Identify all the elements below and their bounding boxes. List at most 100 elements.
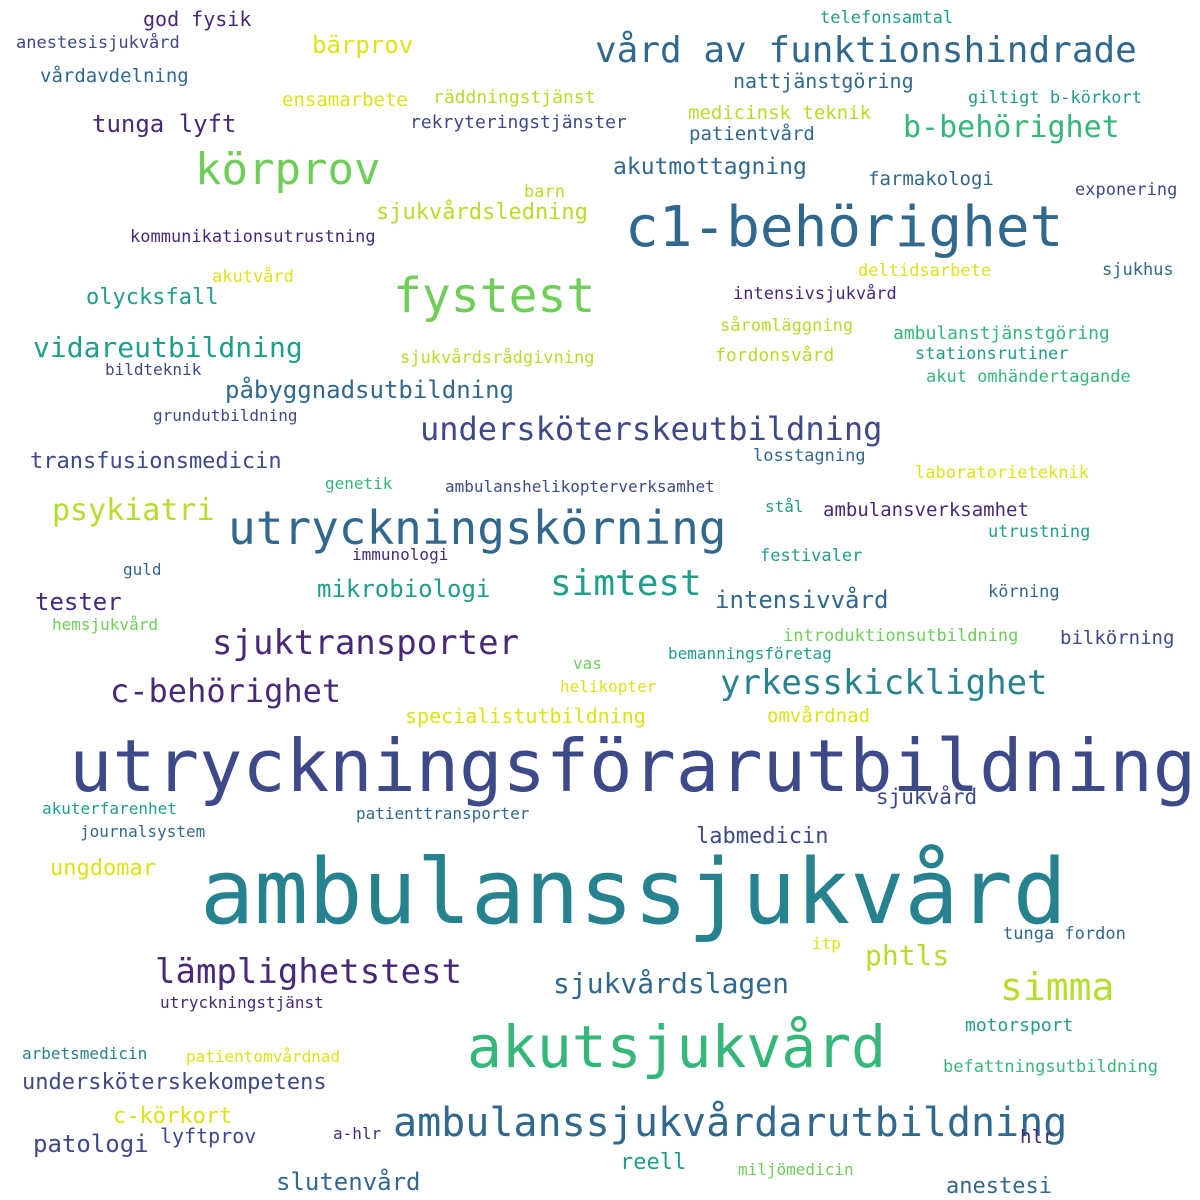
- cloud-word: ambulanssjukvårdarutbildning: [393, 1100, 1068, 1146]
- cloud-word: bildteknik: [105, 360, 202, 379]
- cloud-word: labmedicin: [696, 824, 829, 849]
- cloud-word: barn: [524, 182, 565, 202]
- cloud-word: påbyggnadsutbildning: [225, 376, 514, 404]
- cloud-word: god fysik: [143, 7, 252, 31]
- cloud-word: bilkörning: [1060, 627, 1175, 649]
- cloud-word: lämplighetstest: [155, 952, 463, 992]
- cloud-word: sjukvårdsrådgivning: [400, 348, 595, 368]
- cloud-word: guld: [123, 560, 162, 579]
- cloud-word: akutmottagning: [613, 154, 807, 180]
- cloud-word: tester: [35, 588, 122, 616]
- cloud-word: undersköterskeutbildning: [420, 410, 883, 448]
- cloud-word: itp: [812, 934, 841, 953]
- cloud-word: hlr: [1020, 1126, 1055, 1148]
- cloud-word: befattningsutbildning: [943, 1057, 1158, 1077]
- cloud-word: stål: [765, 497, 804, 516]
- cloud-word: immunologi: [352, 545, 449, 564]
- cloud-word: körprov: [195, 144, 381, 195]
- cloud-word: ungdomar: [50, 856, 156, 881]
- cloud-word: kommunikationsutrustning: [130, 227, 376, 247]
- cloud-word: omvårdnad: [767, 705, 870, 727]
- cloud-word: bemanningsföretag: [668, 644, 832, 663]
- cloud-word: stationsrutiner: [915, 344, 1069, 364]
- cloud-word: telefonsamtal: [820, 8, 954, 28]
- cloud-word: tunga lyft: [92, 110, 237, 138]
- cloud-word: vård av funktionshindrade: [595, 30, 1137, 71]
- cloud-word: c-körkort: [113, 1104, 233, 1129]
- cloud-word: sjuktransporter: [212, 623, 520, 663]
- cloud-word: fordonsvård: [715, 345, 835, 366]
- cloud-word: grundutbildning: [153, 406, 298, 425]
- cloud-word: akuterfarenhet: [42, 799, 177, 818]
- cloud-word: patientvård: [689, 123, 815, 145]
- cloud-word: anestesi: [946, 1174, 1052, 1199]
- cloud-word: miljömedicin: [738, 1160, 854, 1179]
- cloud-word: exponering: [1075, 180, 1178, 200]
- cloud-word: vårdavdelning: [40, 65, 189, 87]
- cloud-word: ambulanshelikopterverksamhet: [445, 477, 715, 496]
- cloud-word: utryckningsförarutbildning: [69, 724, 1197, 808]
- cloud-word: c-behörighet: [110, 672, 342, 710]
- cloud-word: såromläggning: [720, 316, 854, 336]
- cloud-word: sjukhus: [1102, 260, 1174, 280]
- cloud-word: reell: [620, 1150, 687, 1175]
- cloud-word: ensamarbete: [282, 89, 408, 111]
- cloud-word: b-behörighet: [903, 110, 1120, 145]
- cloud-word: losstagning: [753, 446, 866, 466]
- cloud-word: utryckningskörning: [228, 501, 727, 555]
- cloud-word: farmakologi: [868, 168, 994, 190]
- cloud-word: sjukvård: [876, 785, 978, 809]
- cloud-word: tunga fordon: [1003, 924, 1126, 944]
- cloud-word: simtest: [550, 563, 702, 604]
- cloud-word: utrustning: [988, 522, 1091, 542]
- cloud-word: ambulanssjukvård: [200, 840, 1067, 945]
- cloud-word: motorsport: [965, 1015, 1074, 1036]
- cloud-word: transfusionsmedicin: [30, 449, 282, 474]
- cloud-word: yrkesskicklighet: [720, 663, 1048, 703]
- cloud-word: specialistutbildning: [405, 704, 646, 728]
- cloud-word: simma: [1000, 965, 1115, 1009]
- cloud-word: phtls: [865, 939, 950, 972]
- cloud-word: laboratorieteknik: [915, 463, 1089, 483]
- cloud-word: körning: [988, 582, 1060, 602]
- cloud-word: ambulansverksamhet: [823, 499, 1029, 521]
- cloud-word: intensivsjukvård: [733, 284, 897, 304]
- cloud-word: patientomvårdnad: [186, 1047, 341, 1066]
- cloud-word: akutvård: [212, 267, 294, 287]
- cloud-word: fystest: [393, 268, 596, 324]
- cloud-word: a-hlr: [333, 1124, 382, 1143]
- cloud-word: mikrobiologi: [317, 575, 491, 603]
- cloud-word: intensivvård: [715, 586, 889, 614]
- cloud-word: lyftprov: [160, 1124, 257, 1148]
- cloud-word: akutsjukvård: [467, 1013, 887, 1081]
- cloud-word: festivaler: [760, 546, 863, 566]
- cloud-word: nattjänstgöring: [733, 69, 914, 93]
- cloud-word: utryckningstjänst: [160, 993, 324, 1012]
- cloud-word: medicinsk teknik: [688, 102, 872, 124]
- cloud-word: undersköterskekompetens: [22, 1070, 327, 1095]
- cloud-word: c1-behörighet: [625, 195, 1064, 260]
- cloud-word: helikopter: [560, 677, 657, 696]
- cloud-word: vidareutbildning: [33, 331, 303, 364]
- cloud-word: giltigt b-körkort: [968, 88, 1142, 108]
- cloud-word: deltidsarbete: [858, 261, 992, 281]
- cloud-word: journalsystem: [80, 822, 206, 841]
- cloud-word: hemsjukvård: [52, 615, 158, 634]
- cloud-word: sjukvårdsledning: [376, 200, 588, 225]
- cloud-word: patologi: [33, 1130, 149, 1158]
- cloud-word: genetik: [325, 474, 393, 493]
- cloud-word: anestesisjukvård: [16, 33, 180, 53]
- cloud-word: patienttransporter: [356, 804, 530, 823]
- cloud-word: psykiatri: [52, 493, 215, 528]
- cloud-word: arbetsmedicin: [22, 1044, 148, 1063]
- cloud-word: vas: [573, 654, 602, 673]
- cloud-word: akut omhändertagande: [926, 367, 1131, 387]
- cloud-word: slutenvård: [276, 1168, 421, 1196]
- cloud-word: sjukvårdslagen: [553, 967, 790, 1000]
- cloud-word: rekryteringstjänster: [410, 112, 627, 133]
- cloud-word: introduktionsutbildning: [783, 626, 1019, 646]
- cloud-word: bärprov: [312, 31, 414, 59]
- cloud-word: ambulanstjänstgöring: [893, 323, 1110, 344]
- cloud-word: olycksfall: [86, 285, 219, 310]
